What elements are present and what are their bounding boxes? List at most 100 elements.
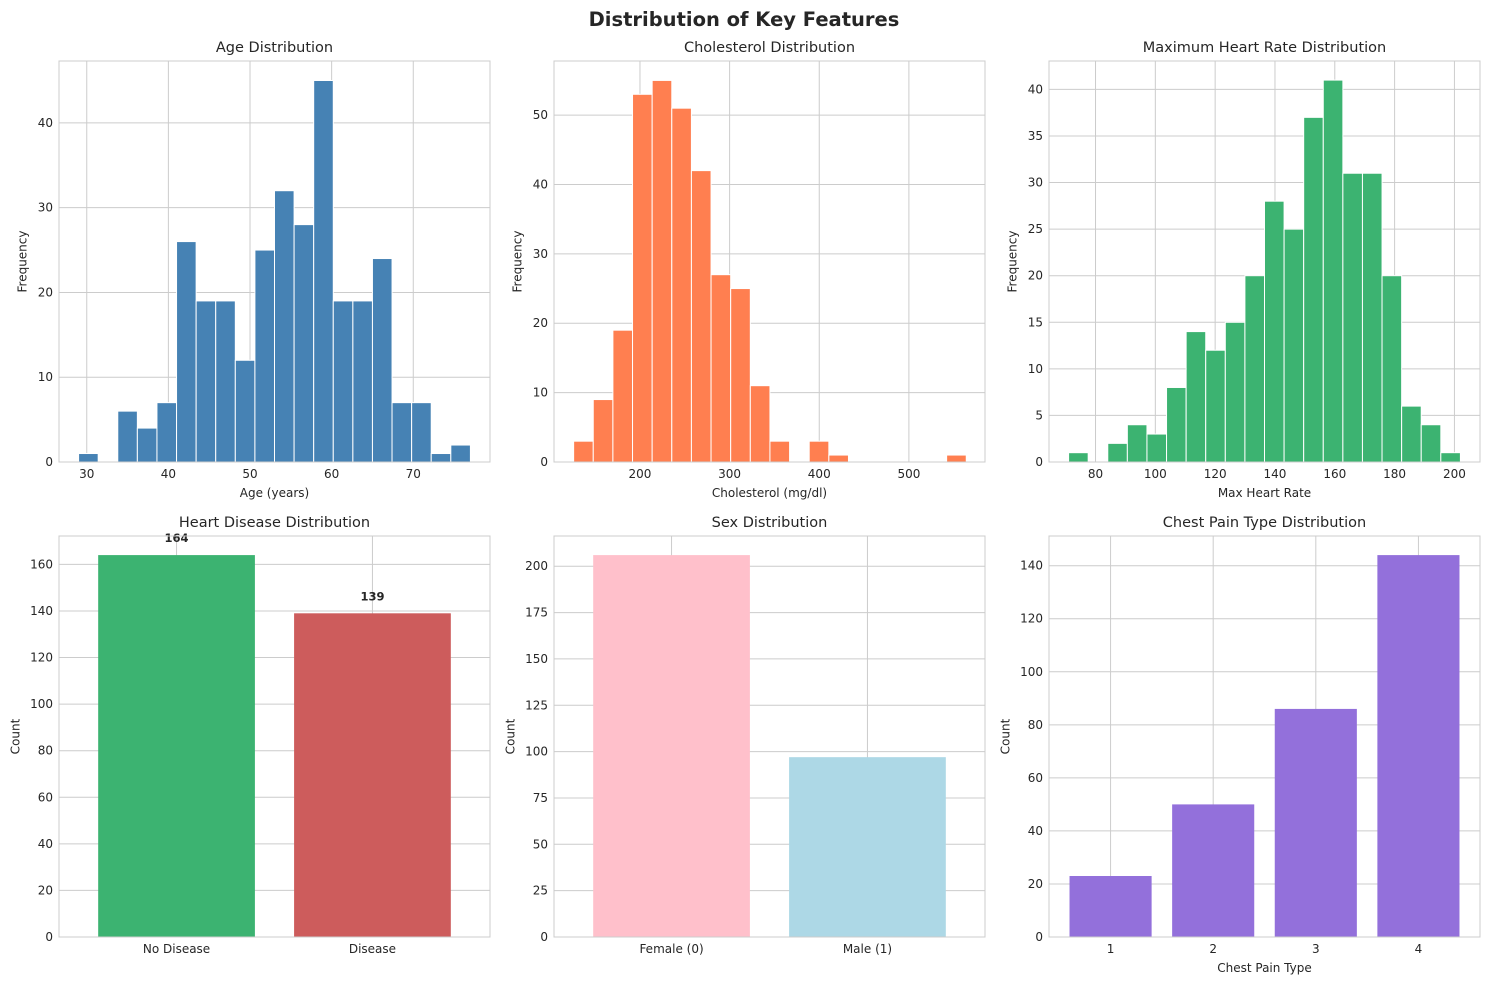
y-tick-label: 40 xyxy=(38,116,53,130)
histogram-bar xyxy=(1185,331,1207,463)
y-tick-label: 30 xyxy=(533,247,548,261)
histogram-bar xyxy=(1205,349,1226,463)
histogram-bar xyxy=(274,190,295,463)
x-tick-label: 50 xyxy=(242,467,257,481)
histogram-bar xyxy=(391,402,413,463)
histogram-bar xyxy=(1440,452,1461,463)
x-tick-label: 300 xyxy=(718,467,741,481)
y-tick-label: 0 xyxy=(1035,455,1043,469)
histogram-bar xyxy=(946,454,967,463)
histogram-bar xyxy=(828,454,849,463)
y-tick-label: 120 xyxy=(30,651,53,665)
plot-frame xyxy=(1048,535,1481,938)
histogram-bar xyxy=(332,300,354,463)
x-tick-label: 80 xyxy=(1088,467,1103,481)
bar-value-label: 164 xyxy=(165,531,189,545)
y-tick-label: 10 xyxy=(533,386,548,400)
y-tick-label: 20 xyxy=(38,285,53,299)
histogram-bar xyxy=(156,402,178,463)
plot-frame xyxy=(553,535,986,938)
y-axis-label: Count xyxy=(998,718,1012,754)
histogram-bar xyxy=(1126,424,1148,463)
x-tick-label: 70 xyxy=(406,467,421,481)
y-tick-label: 25 xyxy=(533,884,548,898)
y-tick-label: 75 xyxy=(533,791,548,805)
y-tick-label: 30 xyxy=(1028,176,1043,190)
bar xyxy=(1377,555,1460,937)
y-tick-label: 0 xyxy=(540,455,548,469)
chart-panel-2: 0 10 20 30 40 50 200 300 400 500 Cholesterol Distr… xyxy=(511,40,986,500)
y-tick-label: 125 xyxy=(525,698,548,712)
y-tick-label: 100 xyxy=(1020,665,1043,679)
histogram-bar xyxy=(411,402,432,463)
histogram-bar xyxy=(671,107,692,463)
histogram-bar xyxy=(450,444,471,463)
y-tick-label: 0 xyxy=(45,930,53,944)
y-tick-label: 150 xyxy=(525,652,548,666)
bar xyxy=(98,555,255,937)
y-tick-label: 140 xyxy=(1020,559,1043,573)
plot-frame xyxy=(1048,60,1481,463)
y-tick-label: 80 xyxy=(38,744,53,758)
bar-value-label: 139 xyxy=(360,589,384,603)
histogram-bar xyxy=(1146,433,1168,463)
chart-panel-3: 0 5 10 15 20 25 30 35 40 80 100 120 140 160 180 200 Maxi… xyxy=(1006,40,1481,500)
bar xyxy=(789,757,946,937)
histogram-bar xyxy=(1303,116,1324,463)
histogram-bar xyxy=(215,300,236,463)
x-tick-label: 1 xyxy=(1107,942,1115,956)
histogram-bar xyxy=(430,453,452,463)
histogram-bar xyxy=(195,300,217,463)
histogram-bar xyxy=(1361,172,1383,463)
panel-title: Cholesterol Distribution xyxy=(684,40,855,56)
chart-panel-6: 0 20 40 60 80 100 120 140 1 2 3 4 Chest Pain Type Di… xyxy=(998,515,1481,975)
y-tick-label: 0 xyxy=(540,930,548,944)
histogram-bar xyxy=(1342,172,1363,463)
x-tick-label: 3 xyxy=(1312,942,1320,956)
y-tick-label: 40 xyxy=(1028,824,1043,838)
histogram-bar xyxy=(117,410,138,463)
x-tick-label: Disease xyxy=(349,942,396,956)
panel-title: Sex Distribution xyxy=(712,515,828,531)
histogram-bar xyxy=(769,440,791,463)
panel-title: Chest Pain Type Distribution xyxy=(1163,515,1366,531)
histogram-bar xyxy=(234,359,256,463)
histogram-bar xyxy=(1107,442,1128,463)
plot-frame xyxy=(553,60,986,463)
x-axis-label: Age (years) xyxy=(240,486,309,500)
histogram-bar xyxy=(612,329,634,463)
y-tick-label: 160 xyxy=(30,557,53,571)
histogram-bar xyxy=(749,385,771,463)
y-axis-label: Frequency xyxy=(511,231,525,293)
plot-frame xyxy=(58,60,491,463)
y-tick-label: 0 xyxy=(45,455,53,469)
x-tick-label: 140 xyxy=(1264,467,1287,481)
x-tick-label: 500 xyxy=(897,467,920,481)
bar xyxy=(1274,708,1357,937)
histogram-bar xyxy=(293,224,315,463)
y-tick-label: 20 xyxy=(1028,877,1043,891)
histogram-bar xyxy=(710,274,732,463)
x-tick-label: Male (1) xyxy=(843,942,892,956)
bar xyxy=(1172,804,1255,937)
histogram-bar xyxy=(1244,275,1265,463)
y-tick-label: 40 xyxy=(533,177,548,191)
y-tick-label: 5 xyxy=(1035,408,1043,422)
histogram-bar xyxy=(313,79,334,463)
histogram-bar xyxy=(1322,79,1344,463)
histogram-bar xyxy=(573,440,594,463)
x-tick-label: 120 xyxy=(1204,467,1227,481)
histogram-bar xyxy=(1381,275,1403,463)
histogram-bar xyxy=(254,249,275,463)
y-tick-label: 40 xyxy=(1028,82,1043,96)
y-tick-label: 140 xyxy=(30,604,53,618)
chart-panel-5: 0 25 50 75 100 125 150 175 200 Female (0) Male (1)… xyxy=(503,515,986,956)
histogram-bar xyxy=(1420,424,1442,463)
x-tick-label: 60 xyxy=(324,467,339,481)
plot-frame xyxy=(58,535,491,938)
histogram-bar xyxy=(1401,405,1422,463)
panel-title: Age Distribution xyxy=(216,40,333,56)
x-tick-label: 4 xyxy=(1415,942,1423,956)
y-tick-label: 80 xyxy=(1028,718,1043,732)
